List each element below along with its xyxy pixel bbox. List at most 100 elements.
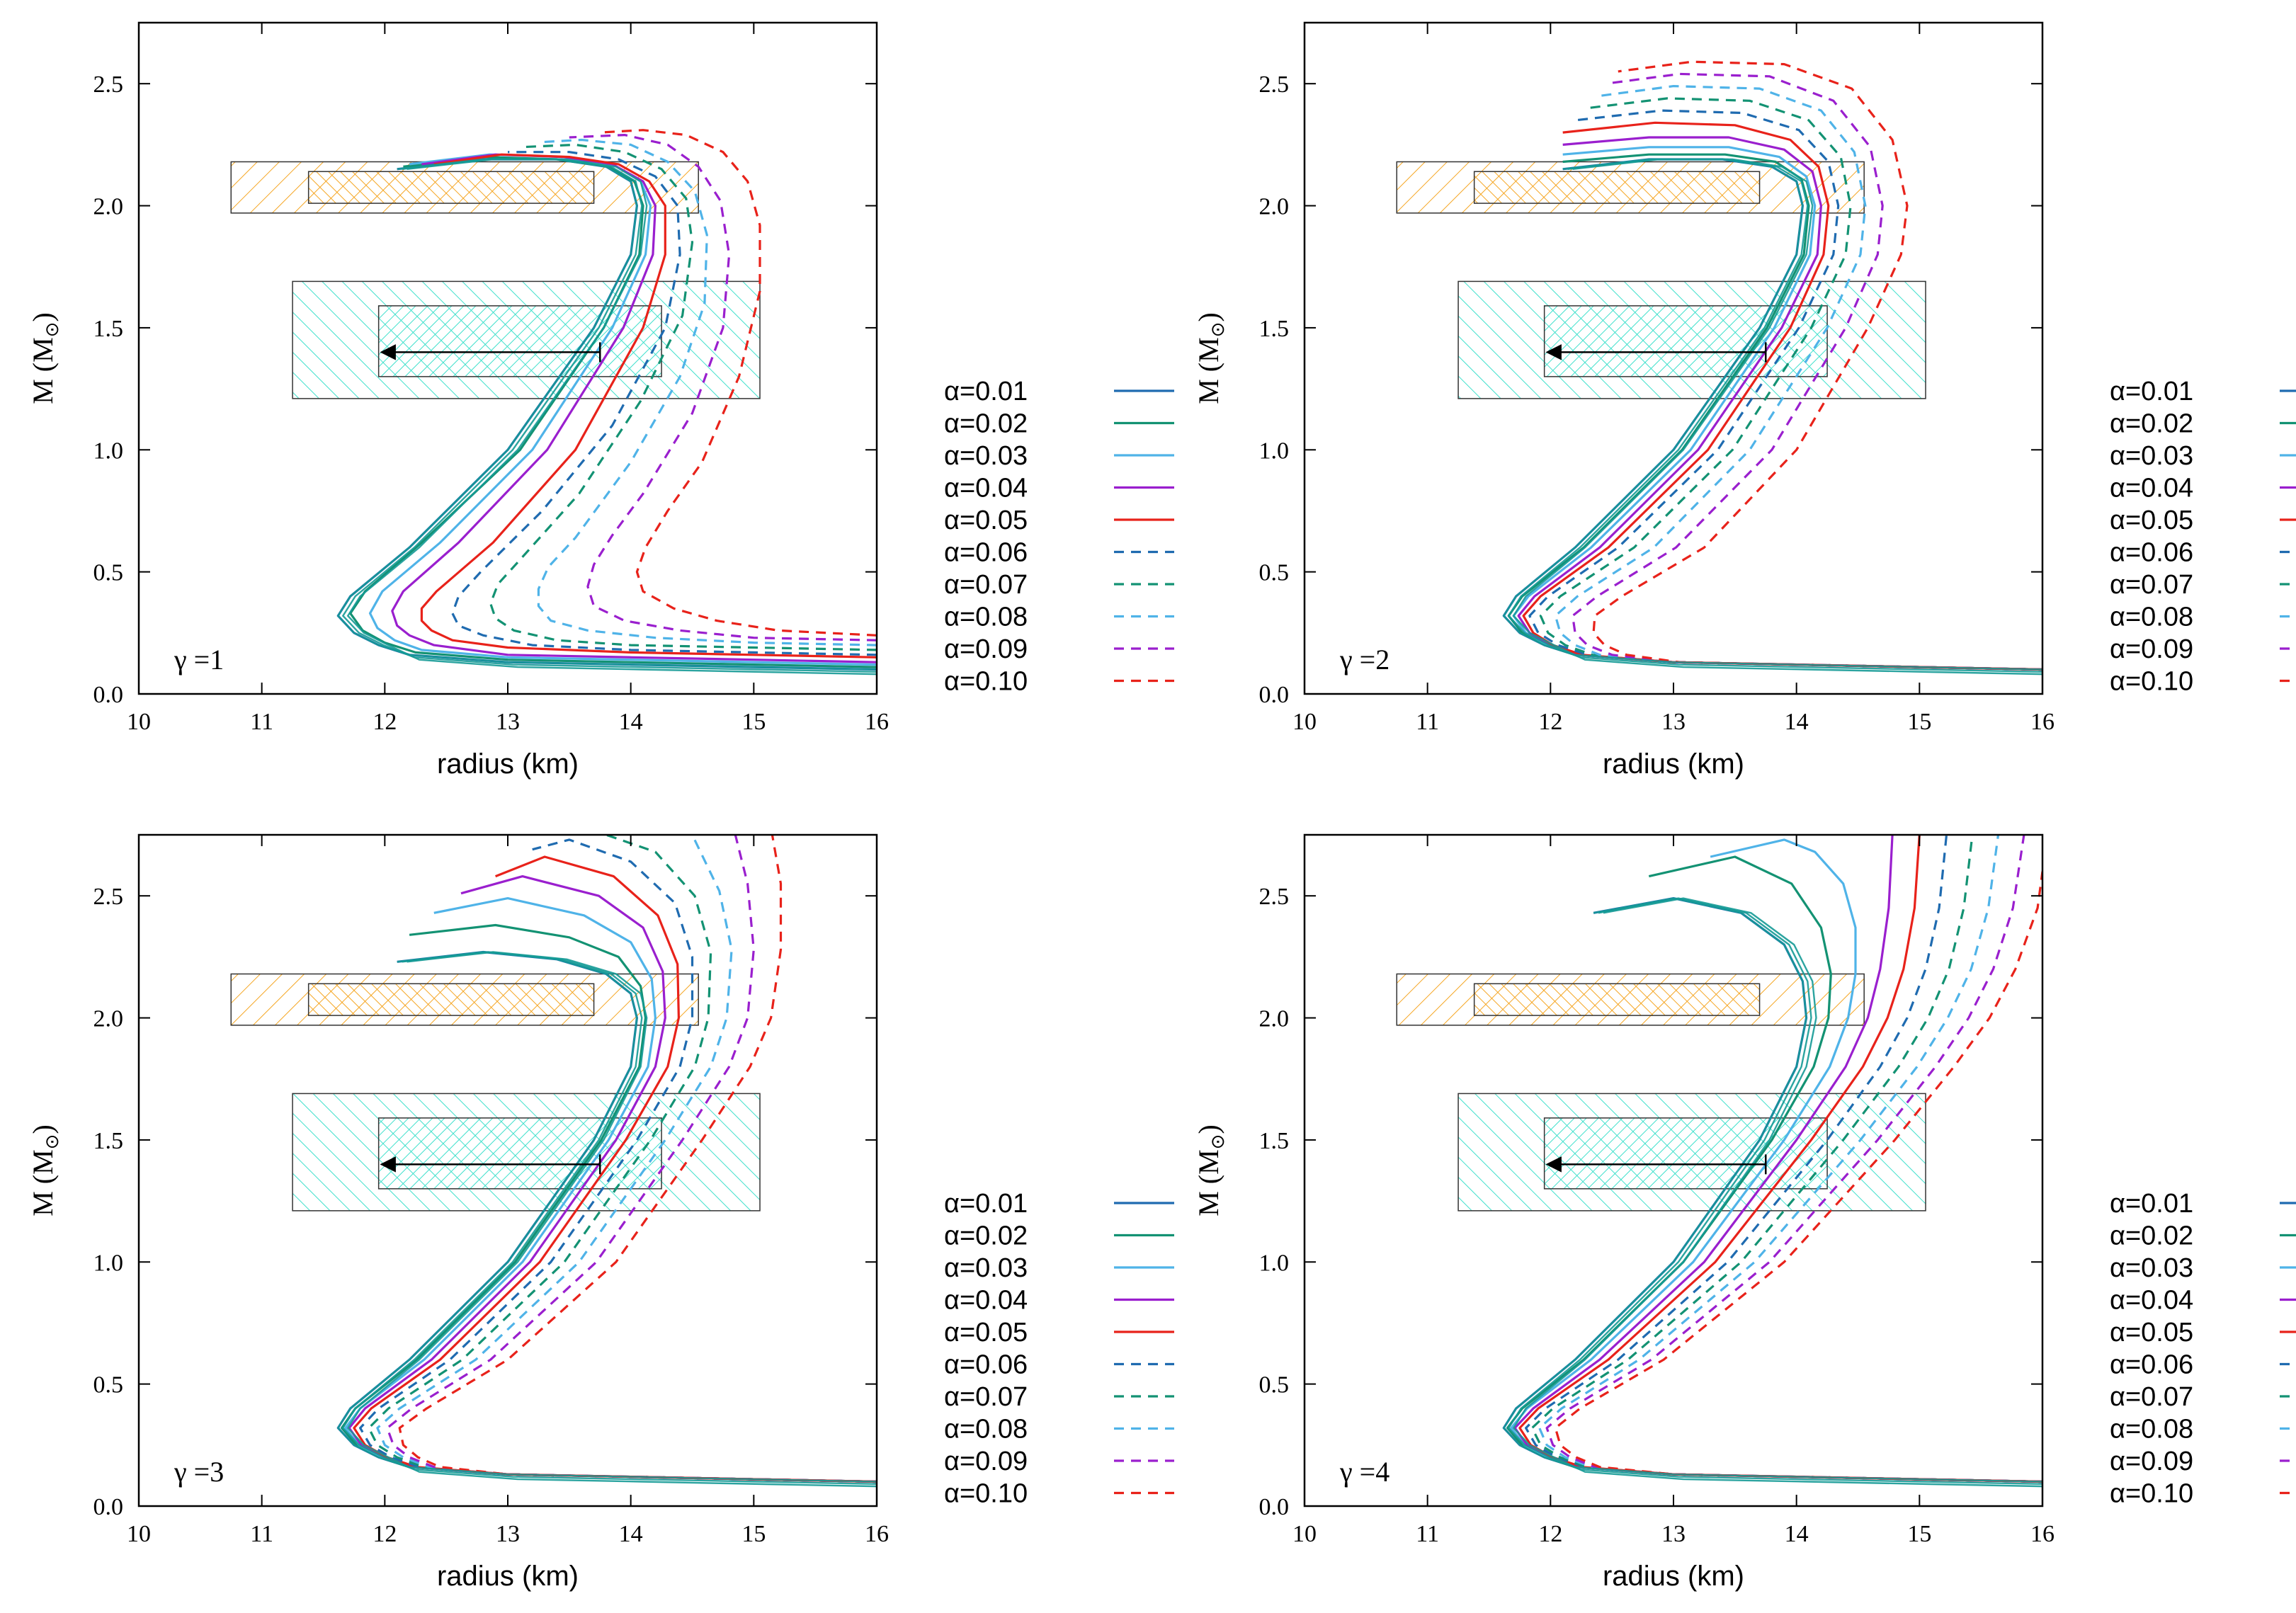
cyan-constraint-inner [377, 305, 662, 377]
legend-label: α=0.01 [2110, 377, 2193, 406]
y-tick-label: 2.0 [93, 1006, 124, 1032]
cyan-constraint-inner [377, 1117, 662, 1190]
series-line-alpha-0.07 [489, 143, 877, 651]
legend-label: α=0.05 [944, 1318, 1028, 1347]
x-tick-label: 13 [1661, 1521, 1686, 1547]
y-axis-label: M (M⊙) [1193, 312, 1228, 404]
x-tick-label: 14 [1785, 709, 1809, 735]
legend-label: α=0.07 [2110, 570, 2193, 600]
y-tick-label: 0.5 [93, 560, 124, 586]
base-band-line [1512, 158, 2042, 676]
series-line-alpha-0.02 [349, 156, 877, 668]
series-line-alpha-0.10 [600, 129, 877, 637]
x-tick-label: 10 [127, 1521, 151, 1547]
legend-label: α=0.05 [2110, 506, 2193, 535]
x-tick-label: 14 [1785, 1521, 1809, 1547]
legend-label: α=0.05 [944, 506, 1028, 535]
series-line-alpha-0.02 [1507, 153, 2042, 671]
y-axis-label-sub: ⊙ [1207, 322, 1228, 338]
legend-label: α=0.07 [2110, 1382, 2193, 1412]
cyan-constraint-inner [1543, 305, 1828, 377]
legend-label: α=0.10 [944, 1479, 1028, 1509]
x-axis-label: radius (km) [437, 1561, 579, 1592]
legend-label: α=0.08 [944, 603, 1028, 632]
legend-label: α=0.07 [944, 1382, 1028, 1412]
base-band-line [341, 158, 877, 673]
legend-label: α=0.04 [944, 1286, 1028, 1316]
base-band-line [1507, 158, 2042, 673]
series-line-alpha-0.05 [420, 153, 877, 659]
legend-label: α=0.04 [2110, 474, 2193, 503]
base-band-line [336, 158, 877, 671]
legend-label: α=0.01 [944, 1189, 1028, 1219]
legend-label: α=0.08 [944, 1415, 1028, 1444]
y-tick-label: 2.0 [93, 194, 124, 220]
chart-panel-2: 10 11 12 13 14 15 16 0.0 0.5 1.0 1.5 2.0 2.5 radius (… [1193, 21, 2296, 780]
x-axis-label: radius (km) [1603, 748, 1744, 780]
y-tick-label: 1.0 [93, 1250, 124, 1276]
x-tick-label: 11 [250, 709, 273, 735]
legend-label: α=0.06 [944, 538, 1028, 568]
base-band-line [346, 158, 877, 676]
x-tick-label: 11 [1416, 1521, 1439, 1547]
legend-label: α=0.10 [2110, 667, 2193, 697]
y-tick-label: 1.0 [93, 438, 124, 464]
x-axis-label: radius (km) [1603, 1561, 1744, 1592]
x-tick-label: 16 [865, 709, 889, 735]
legend-label: α=0.03 [944, 1253, 1028, 1283]
cyan-constraint-inner [1543, 1117, 1828, 1190]
chart-panel-4: 10 11 12 13 14 15 16 0.0 0.5 1.0 1.5 2.0 2.5 radius (… [1193, 833, 2296, 1592]
legend-label: α=0.01 [2110, 1189, 2193, 1219]
y-axis-label-sub: ⊙ [42, 1134, 62, 1150]
x-tick-label: 15 [1907, 709, 1931, 735]
legend-label: α=0.09 [944, 634, 1028, 664]
x-tick-label: 13 [1661, 709, 1686, 735]
y-tick-label: 0.5 [1259, 560, 1290, 586]
y-tick-label: 0.0 [93, 1494, 124, 1520]
plot-area [1396, 60, 2042, 676]
y-axis-label-end: ) [27, 1124, 59, 1134]
legend-label: α=0.07 [944, 570, 1028, 600]
x-tick-label: 10 [127, 709, 151, 735]
x-tick-label: 12 [373, 709, 397, 735]
y-tick-label: 1.5 [93, 1128, 124, 1154]
gamma-annotation: γ =4 [1339, 1456, 1389, 1488]
y-tick-label: 1.0 [1259, 1250, 1290, 1276]
y-tick-label: 2.5 [93, 72, 124, 98]
legend-label: α=0.04 [2110, 1286, 2193, 1316]
gamma-annotation: γ =1 [174, 644, 224, 676]
legend-label: α=0.03 [2110, 441, 2193, 471]
y-axis-label-group: M (M⊙) [27, 312, 62, 404]
x-tick-label: 13 [496, 709, 520, 735]
y-axis-label: M (M⊙) [27, 312, 62, 404]
y-tick-label: 0.5 [93, 1372, 124, 1398]
y-tick-label: 2.0 [1259, 1006, 1290, 1032]
y-tick-label: 1.0 [1259, 438, 1290, 464]
series-line-alpha-0.07 [1539, 97, 2042, 671]
panels-container: 10 11 12 13 14 15 16 0.0 0.5 1.0 1.5 2.0 2.5 radius (… [27, 21, 2296, 1592]
x-tick-label: 11 [1416, 709, 1439, 735]
base-band-line [1502, 897, 2042, 1483]
x-tick-label: 12 [1538, 1521, 1562, 1547]
x-tick-label: 15 [741, 1521, 766, 1547]
y-tick-label: 0.0 [1259, 682, 1290, 708]
legend-label: α=0.02 [944, 1221, 1028, 1251]
y-axis-label-group: M (M⊙) [27, 1124, 62, 1216]
y-axis-label-main: M (M [27, 337, 59, 404]
y-axis-label-main: M (M [1193, 1149, 1224, 1216]
legend-label: α=0.10 [2110, 1479, 2193, 1509]
legend-label: α=0.06 [2110, 1350, 2193, 1380]
chart-panel-3: 10 11 12 13 14 15 16 0.0 0.5 1.0 1.5 2.0 2.5 radius (… [27, 833, 1174, 1592]
x-tick-label: 16 [865, 1521, 889, 1547]
y-axis-label-sub: ⊙ [42, 322, 62, 338]
series-line-alpha-0.03 [368, 153, 877, 666]
y-tick-label: 2.0 [1259, 194, 1290, 220]
legend-label: α=0.02 [944, 409, 1028, 439]
series-line-alpha-0.03 [1512, 146, 2042, 671]
orange-constraint-inner [1473, 983, 1761, 1016]
orange-constraint-inner [307, 983, 595, 1016]
series-line-alpha-0.01 [336, 158, 877, 671]
y-axis-label-sub: ⊙ [1207, 1134, 1228, 1150]
legend-label: α=0.08 [2110, 603, 2193, 632]
legend-label: α=0.09 [944, 1447, 1028, 1476]
